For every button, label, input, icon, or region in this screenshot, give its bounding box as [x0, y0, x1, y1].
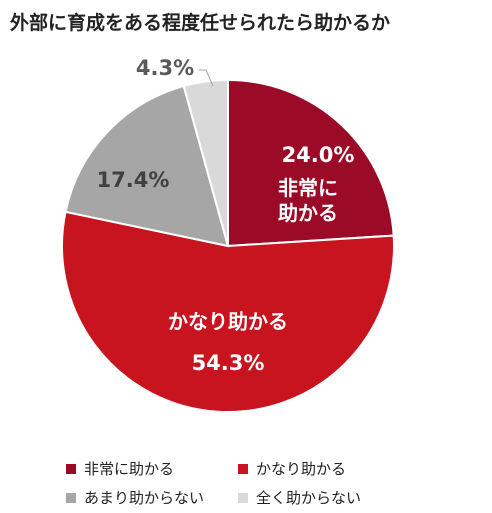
leader-line: [199, 69, 214, 87]
pie-slice: [182, 78, 229, 247]
legend-label: あまり助からない: [84, 489, 205, 507]
value-label: 17.4%: [96, 167, 170, 192]
legend-item: あまり助からない: [66, 487, 204, 508]
value-label: 54.3%: [191, 350, 265, 375]
legend-label: 全く助からない: [256, 489, 362, 507]
legend-swatch: [66, 463, 76, 474]
value-label: 24.0%: [281, 142, 355, 167]
chart-title: 外部に育成をある程度任せられたら助かるか: [10, 12, 391, 34]
slice-category-label: かなり助かる: [168, 309, 288, 334]
legend-item: 非常に助かる: [66, 458, 174, 479]
pie-slice: [64, 84, 230, 248]
pie-slice: [61, 210, 395, 413]
value-label: 4.3%: [135, 55, 195, 80]
legend-label: かなり助かる: [256, 460, 347, 478]
legend-swatch: [238, 463, 248, 474]
slice-category-label: 非常に助かる: [278, 176, 338, 225]
legend-swatch: [66, 492, 76, 503]
legend-item: 全く助からない: [238, 487, 361, 508]
legend-item: かなり助かる: [238, 458, 346, 479]
legend-label: 非常に助かる: [84, 460, 175, 478]
legend-swatch: [238, 492, 248, 503]
pie-slice: [227, 78, 395, 248]
